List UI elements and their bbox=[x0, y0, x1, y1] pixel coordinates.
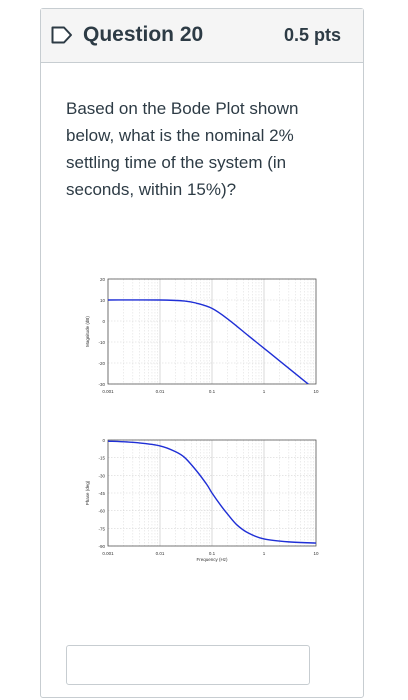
y-tick-label: 0 bbox=[102, 438, 105, 443]
x-axis-label: Frequency (Hz) bbox=[196, 557, 228, 562]
y-tick-label: -15 bbox=[98, 456, 105, 461]
y-tick-label: -60 bbox=[98, 509, 105, 514]
plot-frame bbox=[107, 278, 317, 385]
x-tick-label: 0.1 bbox=[209, 389, 216, 394]
y-tick-label: -20 bbox=[98, 361, 105, 366]
y-tick-label: -75 bbox=[98, 526, 105, 531]
y-tick-label: 20 bbox=[100, 277, 106, 282]
x-tick-label: 0.001 bbox=[102, 389, 114, 394]
series-line bbox=[108, 440, 316, 544]
y-tick-label: -45 bbox=[98, 491, 105, 496]
series-line bbox=[108, 299, 310, 384]
y-tick-label: 0 bbox=[102, 319, 105, 324]
question-title: Question 20 bbox=[83, 23, 204, 46]
x-tick-label: 1 bbox=[263, 389, 266, 394]
plot-frame bbox=[107, 439, 317, 547]
question-card: Question 20 0.5 pts Based on the Bode Pl… bbox=[40, 8, 364, 698]
y-axis-label: Phase (deg) bbox=[85, 480, 90, 505]
x-tick-label: 1 bbox=[263, 551, 266, 556]
question-header: Question 20 0.5 pts bbox=[41, 9, 363, 63]
bode-panel-1: 0 -15 -30 -45 -60 -75 -90 0.001 0.01 0.1 1 10 Phase … bbox=[85, 438, 319, 562]
bode-panel-0: 20 10 0 -10 -20 -30 0.001 0.01 0.1 1 10 Magnitude (… bbox=[85, 277, 319, 394]
x-tick-label: 10 bbox=[313, 389, 319, 394]
y-tick-label: -30 bbox=[98, 473, 105, 478]
x-tick-label: 0.001 bbox=[102, 551, 114, 556]
answer-input[interactable] bbox=[66, 645, 310, 685]
y-tick-label: 10 bbox=[100, 298, 106, 303]
y-axis-label: Magnitude (dB) bbox=[85, 316, 90, 347]
y-tick-label: -30 bbox=[98, 382, 105, 387]
x-tick-label: 0.01 bbox=[156, 551, 165, 556]
y-tick-label: -90 bbox=[98, 544, 105, 549]
y-tick-label: -10 bbox=[98, 340, 105, 345]
question-text: Based on the Bode Plot shown below, what… bbox=[66, 99, 299, 199]
x-tick-label: 10 bbox=[313, 551, 319, 556]
flag-question-icon[interactable] bbox=[51, 26, 73, 44]
x-tick-label: 0.01 bbox=[156, 389, 165, 394]
question-points: 0.5 pts bbox=[283, 25, 341, 45]
x-tick-label: 0.1 bbox=[209, 551, 216, 556]
